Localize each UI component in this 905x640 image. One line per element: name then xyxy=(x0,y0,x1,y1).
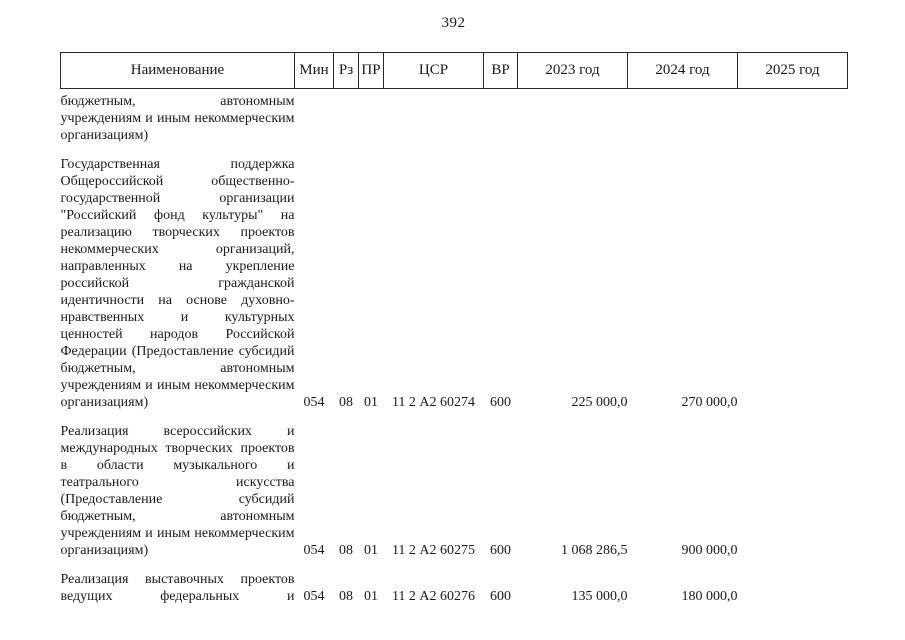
rz-cell: 08 xyxy=(339,589,353,604)
amount-2025-cell xyxy=(738,89,848,145)
column-header-2024: 2024 год xyxy=(627,52,738,89)
csr-cell xyxy=(384,89,484,145)
name-cell: бюджетным, автономным учреждениям и иным… xyxy=(60,94,295,143)
pr-cell: 01 xyxy=(364,395,378,410)
pr-cell xyxy=(359,89,384,145)
column-header-name: Наименование xyxy=(60,52,295,89)
name-cell: Государственная поддержка Общероссийской… xyxy=(60,157,295,410)
name-cell: Реализация выставочных проектов ведущих … xyxy=(60,572,295,604)
amount-2023-cell: 1 068 286,5 xyxy=(561,543,628,558)
vr-cell: 600 xyxy=(490,395,511,410)
page-number: 392 xyxy=(441,15,466,31)
amount-2025-cell xyxy=(738,411,848,559)
column-header-vr: ВР xyxy=(483,52,518,89)
header-row: Наименование Мин Рз ПР ЦСР ВР 2023 год 2… xyxy=(60,52,848,89)
column-header-csr: ЦСР xyxy=(383,52,484,89)
name-cell: Реализация всероссийских и международных… xyxy=(60,424,295,558)
column-header-rz: Рз xyxy=(333,52,359,89)
amount-2024-cell: 180 000,0 xyxy=(681,589,738,604)
table-row: бюджетным, автономным учреждениям и иным… xyxy=(61,89,848,145)
csr-cell: 11 2 А2 60276 xyxy=(391,589,476,604)
budget-table: Наименование Мин Рз ПР ЦСР ВР 2023 год 2… xyxy=(60,52,848,605)
min-cell: 054 xyxy=(303,543,325,558)
table-row: Государственная поддержка Общероссийской… xyxy=(61,144,848,411)
amount-2024-cell: 900 000,0 xyxy=(681,543,738,558)
pr-cell: 01 xyxy=(364,589,378,604)
table-body: бюджетным, автономным учреждениям и иным… xyxy=(61,89,848,606)
min-cell: 054 xyxy=(303,589,325,604)
rz-cell xyxy=(334,89,359,145)
table-row: Реализация выставочных проектов ведущих … xyxy=(61,559,848,605)
min-cell: 054 xyxy=(303,395,325,410)
rz-cell: 08 xyxy=(339,395,353,410)
amount-2024-cell xyxy=(628,89,738,145)
vr-cell: 600 xyxy=(490,589,511,604)
vr-cell: 600 xyxy=(490,543,511,558)
vr-cell xyxy=(484,89,518,145)
column-header-2025: 2025 год xyxy=(737,52,848,89)
csr-cell: 11 2 А2 60275 xyxy=(391,543,476,558)
min-cell xyxy=(295,89,334,145)
csr-cell: 11 2 А2 60274 xyxy=(391,395,476,410)
amount-2025-cell xyxy=(738,144,848,411)
amount-2023-cell: 225 000,0 xyxy=(571,395,628,410)
column-header-pr: ПР xyxy=(358,52,384,89)
amount-2023-cell: 135 000,0 xyxy=(571,589,628,604)
amount-2025-cell xyxy=(738,559,848,605)
column-header-2023: 2023 год xyxy=(517,52,628,89)
column-header-min: Мин xyxy=(294,52,334,89)
table-row: Реализация всероссийских и международных… xyxy=(61,411,848,559)
amount-2023-cell xyxy=(518,89,628,145)
amount-2024-cell: 270 000,0 xyxy=(681,395,738,410)
document-page: 392 Наименование Мин Рз ПР ЦСР ВР 2023 г… xyxy=(60,0,848,605)
table-header: Наименование Мин Рз ПР ЦСР ВР 2023 год 2… xyxy=(60,52,848,89)
rz-cell: 08 xyxy=(339,543,353,558)
pr-cell: 01 xyxy=(364,543,378,558)
